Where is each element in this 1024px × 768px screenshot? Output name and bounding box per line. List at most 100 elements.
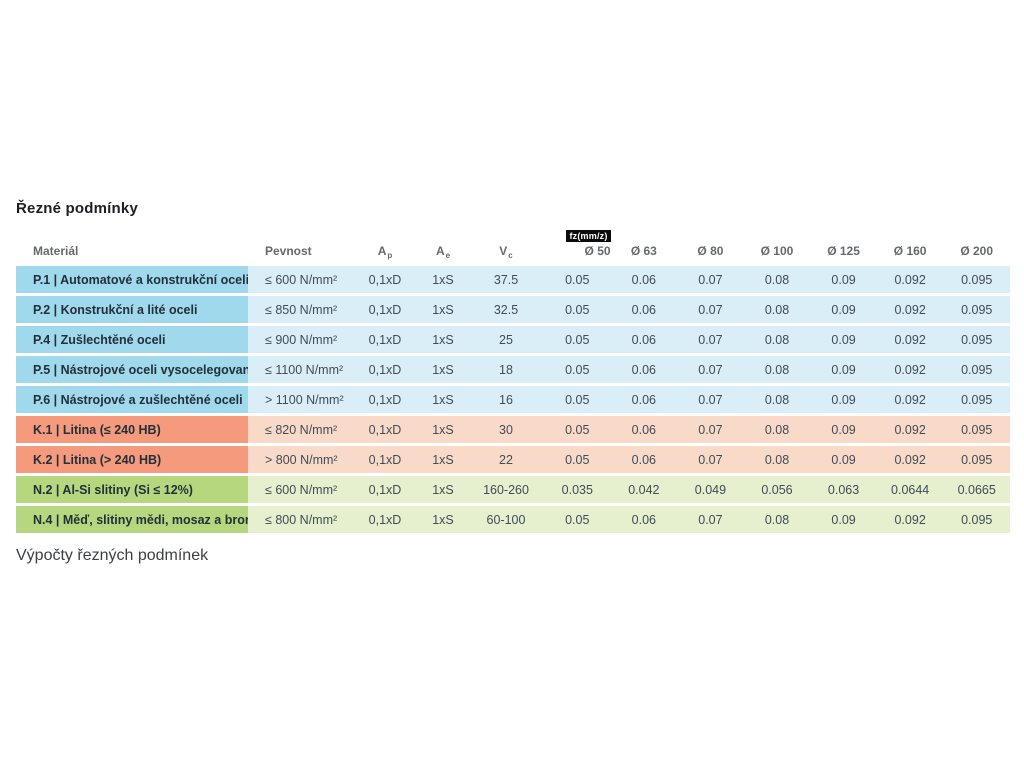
table-row-p4: P.4 | Zušlechtěné oceli ≤ 900 N/mm² 0,1x… [16,326,1010,353]
vc-symbol: V [499,244,508,258]
ap-cell: 0,1xD [352,356,418,383]
fz-d100-cell: 0.08 [743,446,811,473]
fz-d50-cell: 0.05 [544,296,611,323]
pevnost-cell: ≤ 900 N/mm² [248,326,352,353]
vc-cell: 30 [468,416,544,443]
fz-d63-cell: 0.06 [610,506,678,533]
vc-cell: 25 [468,326,544,353]
fz-d80-cell: 0.049 [677,476,744,503]
ap-subscript: p [387,251,393,260]
pevnost-cell: ≤ 1100 N/mm² [248,356,352,383]
section-heading-calculations: Výpočty řezných podmínek [16,547,209,564]
ae-subscript: e [445,251,451,260]
fz-d63-cell: 0.06 [610,416,678,443]
fz-d100-cell: 0.08 [743,356,811,383]
ap-cell: 0,1xD [352,476,418,503]
fz-d160-cell: 0.092 [876,506,944,533]
fz-d200-cell: 0.0665 [943,476,1010,503]
vc-subscript: c [508,251,513,260]
fz-d80-cell: 0.07 [677,416,744,443]
fz-d200-cell: 0.095 [943,356,1010,383]
fz-d63-cell: 0.042 [610,476,678,503]
fz-d200-cell: 0.095 [943,266,1010,293]
pevnost-cell: ≤ 820 N/mm² [248,416,352,443]
col-header-d125: Ø 125 [810,227,877,261]
material-cell: K.2 | Litina (> 240 HB) [16,446,248,473]
fz-d160-cell: 0.092 [876,266,944,293]
pevnost-cell: ≤ 850 N/mm² [248,296,352,323]
fz-d80-cell: 0.07 [677,326,744,353]
fz-d160-cell: 0.092 [876,416,944,443]
ap-cell: 0,1xD [352,446,418,473]
fz-d50-cell: 0.05 [544,416,611,443]
fz-d125-cell: 0.09 [810,506,877,533]
ae-cell: 1xS [418,506,468,533]
fz-unit-badge: fz(mm/z) [566,230,611,242]
vc-cell: 60-100 [468,506,544,533]
fz-d80-cell: 0.07 [677,506,744,533]
col-header-d100: Ø 100 [743,227,811,261]
fz-d125-cell: 0.09 [810,266,877,293]
fz-d125-cell: 0.09 [810,356,877,383]
fz-d125-cell: 0.09 [810,326,877,353]
ae-cell: 1xS [418,296,468,323]
table-row-k2: K.2 | Litina (> 240 HB) > 800 N/mm² 0,1x… [16,446,1010,473]
fz-d50-cell: 0.035 [544,476,611,503]
fz-d63-cell: 0.06 [610,356,678,383]
table-row-n2: N.2 | Al-Si slitiny (Si ≤ 12%) ≤ 600 N/m… [16,476,1010,503]
vc-cell: 16 [468,386,544,413]
table-row-p6: P.6 | Nástrojové a zušlechtěné oceli > 1… [16,386,1010,413]
pevnost-cell: ≤ 600 N/mm² [248,266,352,293]
material-cell: P.1 | Automatové a konstrukční oceli [16,266,248,293]
fz-d50-cell: 0.05 [544,326,611,353]
ap-cell: 0,1xD [352,386,418,413]
fz-d50-cell: 0.05 [544,386,611,413]
material-cell: P.5 | Nástrojové oceli vysocelegované [16,356,248,383]
ae-cell: 1xS [418,416,468,443]
fz-d125-cell: 0.063 [810,476,877,503]
fz-d200-cell: 0.095 [943,446,1010,473]
page-title: Řezné podmínky [16,200,138,217]
ae-cell: 1xS [418,386,468,413]
col-header-d160: Ø 160 [876,227,944,261]
fz-d200-cell: 0.095 [943,386,1010,413]
pevnost-cell: > 1100 N/mm² [248,386,352,413]
vc-cell: 160-260 [468,476,544,503]
fz-d100-cell: 0.08 [743,416,811,443]
table-row-p5: P.5 | Nástrojové oceli vysocelegované ≤ … [16,356,1010,383]
fz-d160-cell: 0.092 [876,386,944,413]
vc-cell: 32.5 [468,296,544,323]
material-cell: N.2 | Al-Si slitiny (Si ≤ 12%) [16,476,248,503]
table-row-p2: P.2 | Konstrukční a lité oceli ≤ 850 N/m… [16,296,1010,323]
pevnost-cell: > 800 N/mm² [248,446,352,473]
fz-d100-cell: 0.08 [743,296,811,323]
fz-d100-cell: 0.08 [743,326,811,353]
fz-d100-cell: 0.08 [743,266,811,293]
material-cell: K.1 | Litina (≤ 240 HB) [16,416,248,443]
fz-d100-cell: 0.056 [743,476,811,503]
fz-d200-cell: 0.095 [943,296,1010,323]
table-row-k1: K.1 | Litina (≤ 240 HB) ≤ 820 N/mm² 0,1x… [16,416,1010,443]
vc-cell: 37.5 [468,266,544,293]
fz-d63-cell: 0.06 [610,266,678,293]
ap-cell: 0,1xD [352,296,418,323]
ap-cell: 0,1xD [352,416,418,443]
fz-d80-cell: 0.07 [677,296,744,323]
ap-cell: 0,1xD [352,266,418,293]
pevnost-cell: ≤ 600 N/mm² [248,476,352,503]
col-header-d80: Ø 80 [677,227,744,261]
vc-cell: 18 [468,356,544,383]
ae-cell: 1xS [418,476,468,503]
table-row-p1: P.1 | Automatové a konstrukční oceli ≤ 6… [16,266,1010,293]
fz-d80-cell: 0.07 [677,386,744,413]
table-row-n4: N.4 | Měď, slitiny mědi, mosaz a bronz ≤… [16,506,1010,533]
fz-d50-cell: 0.05 [544,506,611,533]
material-cell: P.6 | Nástrojové a zušlechtěné oceli [16,386,248,413]
fz-d125-cell: 0.09 [810,416,877,443]
pevnost-cell: ≤ 800 N/mm² [248,506,352,533]
